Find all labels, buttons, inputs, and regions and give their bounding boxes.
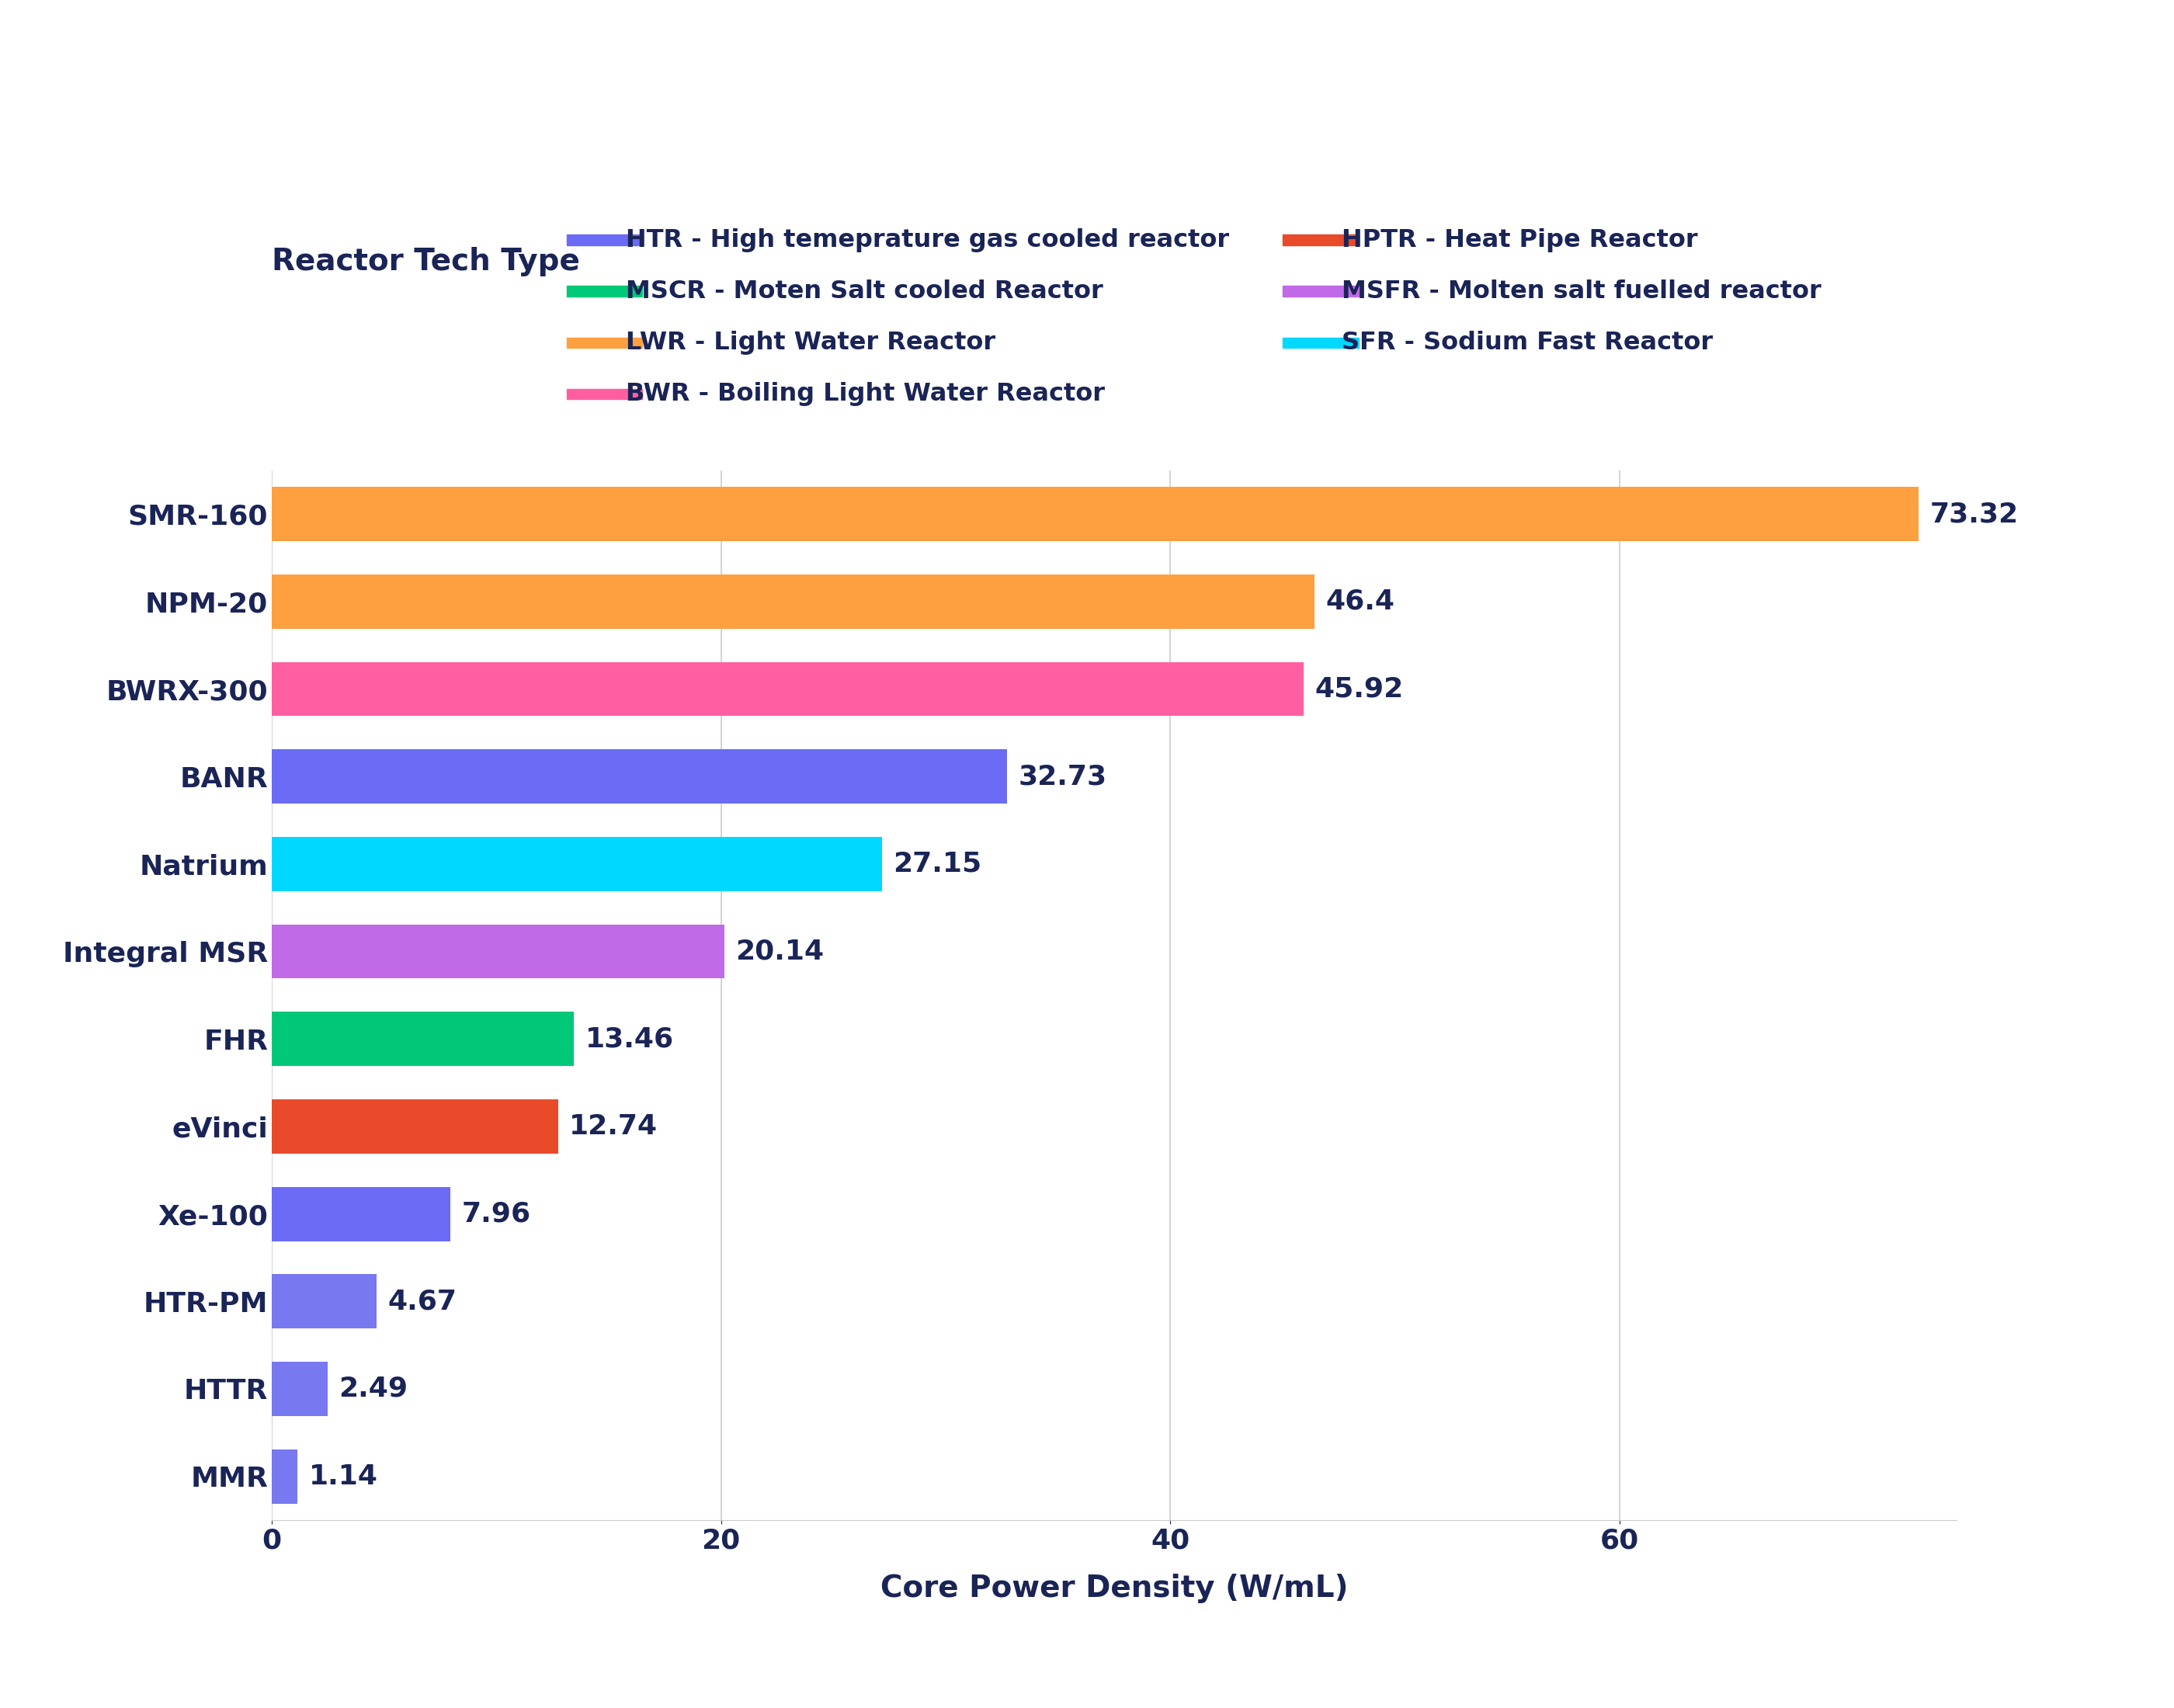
Bar (272, 1450, 298, 1503)
FancyBboxPatch shape (567, 389, 641, 400)
Text: LWR - Light Water Reactor: LWR - Light Water Reactor (626, 331, 996, 355)
Text: 73.32: 73.32 (1931, 500, 2020, 528)
Bar (272, 1187, 450, 1242)
Text: 2.49: 2.49 (339, 1375, 409, 1402)
Bar (272, 750, 1007, 804)
FancyBboxPatch shape (1283, 338, 1359, 348)
Text: 4.67: 4.67 (387, 1288, 457, 1315)
Bar (272, 1011, 574, 1066)
FancyBboxPatch shape (567, 285, 641, 297)
Text: 13.46: 13.46 (585, 1027, 674, 1052)
Text: 7.96: 7.96 (461, 1201, 530, 1226)
FancyBboxPatch shape (1283, 285, 1359, 297)
FancyBboxPatch shape (1283, 234, 1359, 246)
Text: MSCR - Moten Salt cooled Reactor: MSCR - Moten Salt cooled Reactor (626, 278, 1102, 304)
Text: MSFR - Molten salt fuelled reactor: MSFR - Molten salt fuelled reactor (1341, 278, 1822, 304)
Bar (272, 924, 724, 979)
Text: 12.74: 12.74 (570, 1114, 659, 1139)
Bar (272, 1361, 328, 1416)
Bar (272, 574, 1313, 629)
Bar (272, 1274, 376, 1329)
Text: 1.14: 1.14 (309, 1464, 378, 1489)
Text: Reactor Tech Type: Reactor Tech Type (272, 248, 580, 277)
Text: 46.4: 46.4 (1326, 588, 1394, 615)
Text: 32.73: 32.73 (1017, 763, 1107, 789)
Text: 20.14: 20.14 (735, 938, 824, 965)
Bar (272, 663, 1304, 716)
Text: 27.15: 27.15 (894, 851, 980, 878)
Text: HTR - High temeprature gas cooled reactor: HTR - High temeprature gas cooled reacto… (626, 227, 1228, 253)
Bar (272, 1100, 559, 1153)
Text: HPTR - Heat Pipe Reactor: HPTR - Heat Pipe Reactor (1341, 227, 1698, 253)
FancyBboxPatch shape (567, 338, 641, 348)
Text: BWR - Boiling Light Water Reactor: BWR - Boiling Light Water Reactor (626, 383, 1104, 407)
Text: 45.92: 45.92 (1315, 676, 1402, 702)
Bar (272, 837, 883, 892)
FancyBboxPatch shape (567, 234, 641, 246)
Bar (272, 487, 1920, 541)
X-axis label: Core Power Density (W/mL): Core Power Density (W/mL) (880, 1573, 1348, 1604)
Text: SFR - Sodium Fast Reactor: SFR - Sodium Fast Reactor (1341, 331, 1713, 355)
